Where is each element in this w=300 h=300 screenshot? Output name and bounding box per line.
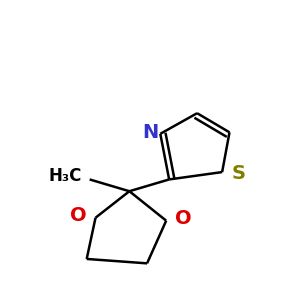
Text: H₃C: H₃C — [49, 167, 82, 185]
Text: O: O — [175, 209, 192, 228]
Text: N: N — [142, 123, 158, 142]
Text: S: S — [231, 164, 245, 183]
Text: O: O — [70, 206, 87, 225]
